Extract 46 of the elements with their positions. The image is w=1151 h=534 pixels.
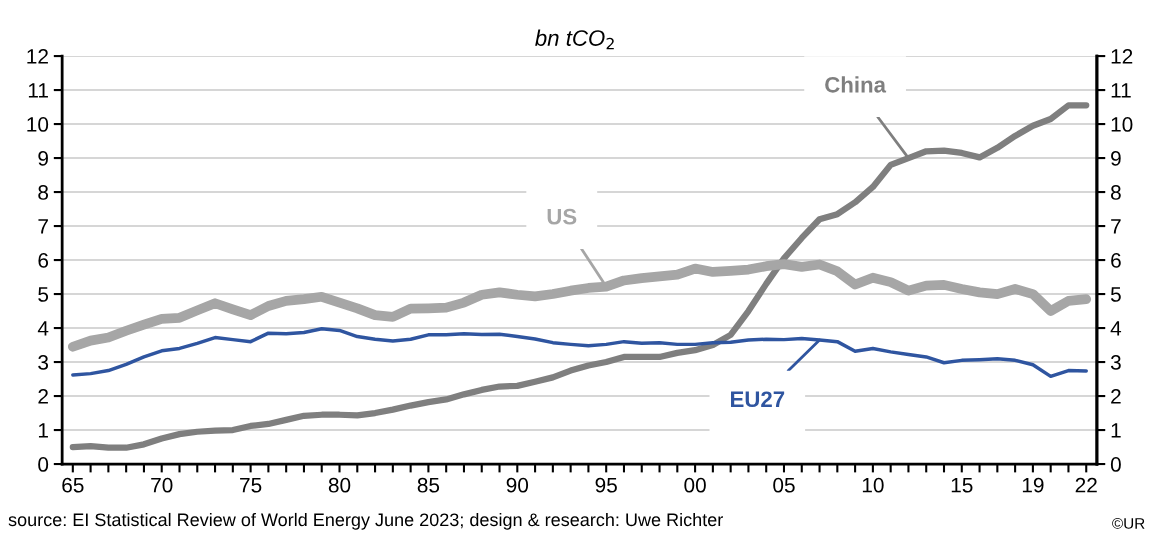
x-tick-label: 95: [595, 477, 617, 493]
text: China: [825, 76, 887, 93]
source-note: source: EI Statistical Review of World Energy June 2023; design & research: Uwe Richter: [8, 512, 723, 530]
y-tick-label: 7: [38, 219, 48, 234]
line-series: [71, 326, 1088, 379]
text: ©UR: [1112, 517, 1145, 529]
y-tick-label: 11: [28, 83, 48, 98]
y2-tick-label: 10: [1111, 117, 1133, 132]
y-tick-label: 0: [38, 457, 49, 472]
legend-label: EU27: [731, 391, 785, 408]
y2-tick-label: 11: [1111, 83, 1131, 98]
x-tick-label: 75: [240, 478, 262, 493]
y2-tick-label: 8: [1111, 185, 1121, 200]
text: US: [547, 208, 577, 225]
x-tick-label: 90: [506, 477, 529, 493]
y2-tick-label: 9: [1111, 151, 1121, 166]
y-tick-label: 9: [38, 151, 48, 166]
y2-tick-label: 1: [1111, 423, 1121, 438]
y2-tick-label: 4: [1110, 321, 1122, 336]
x-tick-label: 00: [684, 477, 706, 493]
x-tick-label: 22: [1075, 477, 1097, 493]
y-tick-label: 1: [38, 423, 48, 438]
y-tick-label: 2: [38, 389, 48, 404]
y-tick-label: 4: [37, 321, 49, 336]
y2-tick-label: 5: [1110, 287, 1121, 302]
y-tick-label: 5: [38, 287, 49, 302]
y2-tick-label: 12: [1111, 49, 1133, 64]
y-tick-label: 8: [38, 185, 49, 200]
y2-tick-label: 2: [1111, 389, 1121, 404]
y-tick-label: 12: [27, 49, 48, 64]
y-tick-label: 6: [38, 253, 49, 268]
x-tick-label: 85: [417, 477, 440, 493]
chart-subtitle: bn tCO$_{2}$: [535, 29, 614, 50]
x-tick-label: 15: [951, 478, 973, 493]
y2-tick-label: 7: [1111, 219, 1121, 234]
x-tick-label: 65: [62, 477, 84, 493]
y2-tick-label: 6: [1111, 253, 1121, 268]
x-tick-label: 70: [151, 477, 173, 493]
y2-tick-label: 3: [1110, 355, 1121, 370]
x-tick-label: 80: [328, 477, 351, 493]
x-tick-label: 10: [862, 477, 884, 493]
x-tick-label: 19: [1022, 477, 1044, 493]
y-tick-label: 10: [27, 117, 49, 132]
y2-tick-label: 0: [1110, 457, 1121, 472]
y-tick-label: 3: [38, 355, 49, 370]
x-tick-label: 05: [773, 477, 795, 493]
